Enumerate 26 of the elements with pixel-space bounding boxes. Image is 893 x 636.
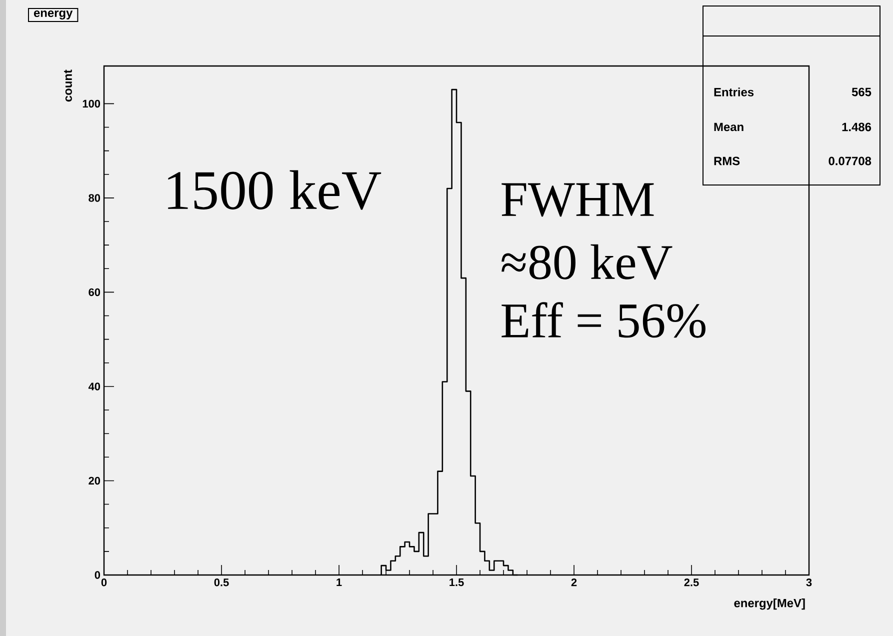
annotation: Eff = 56% [502, 302, 706, 338]
annotation: RMS [714, 156, 740, 166]
x-tick-label: 2 [571, 578, 577, 586]
y-tick-label: 20 [88, 476, 100, 485]
text: 1.486 [842, 122, 872, 132]
y-tick-label: 60 [88, 288, 100, 296]
x-tick-label: 0 [101, 578, 107, 586]
x-tick-label: 2.5 [684, 578, 699, 586]
y-tick-label: 100 [82, 100, 100, 108]
annotation: ≈80 keV [502, 244, 672, 280]
x-tick-label: 1 [336, 578, 342, 586]
y-tick-label: 0 [94, 571, 100, 579]
y-tick-label: 40 [88, 382, 100, 390]
x-tick-label: 1.5 [450, 578, 464, 586]
annotation: FWHM [502, 183, 654, 217]
annotation: 1500 keV [168, 170, 382, 210]
y-tick-label: 80 [88, 194, 100, 202]
annotation: Mean [714, 122, 744, 132]
text: 0.07708 [828, 156, 872, 166]
annotation: Entries [714, 88, 754, 96]
x-tick-label: 0.5 [214, 578, 229, 586]
text: 565 [852, 88, 872, 96]
y-axis-title: count [64, 70, 72, 102]
chart-title: energy [34, 10, 73, 20]
x-axis-title: energy[MeV] [734, 598, 805, 610]
x-tick-label: 3 [806, 578, 812, 586]
